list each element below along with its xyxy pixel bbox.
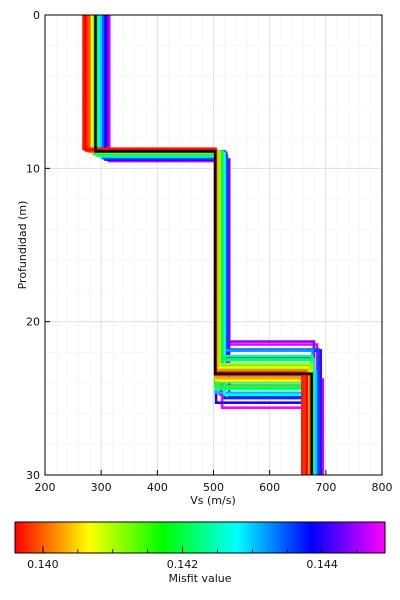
best-profile-line bbox=[94, 15, 314, 475]
x-tick-label: 600 bbox=[259, 481, 280, 494]
colorbar bbox=[14, 521, 386, 554]
x-tick-label: 400 bbox=[147, 481, 168, 494]
colorbar-tick-label: 0.142 bbox=[167, 558, 199, 571]
y-tick-label: 30 bbox=[26, 469, 40, 482]
x-tick-label: 800 bbox=[372, 481, 393, 494]
y-axis-ticks: 0 10 20 30 bbox=[26, 9, 50, 482]
colorbar-tick-label: 0.144 bbox=[306, 558, 338, 571]
y-tick-label: 0 bbox=[33, 9, 40, 22]
y-axis-title: Profundidad (m) bbox=[16, 201, 29, 290]
x-axis-title: Vs (m/s) bbox=[190, 494, 236, 507]
x-tick-label: 700 bbox=[315, 481, 336, 494]
x-tick-label: 200 bbox=[35, 481, 56, 494]
y-tick-label: 20 bbox=[26, 316, 40, 329]
x-axis-ticks: 200 300 400 500 600 700 800 bbox=[35, 470, 393, 494]
colorbar-tick-label: 0.140 bbox=[27, 558, 59, 571]
y-tick-label: 10 bbox=[26, 162, 40, 175]
x-tick-label: 500 bbox=[203, 481, 224, 494]
x-tick-label: 300 bbox=[91, 481, 112, 494]
colorbar-ticks: 0.140 0.142 0.144 bbox=[27, 546, 358, 571]
colorbar-title: Misfit value bbox=[168, 572, 231, 585]
best-model-profile bbox=[94, 15, 314, 475]
